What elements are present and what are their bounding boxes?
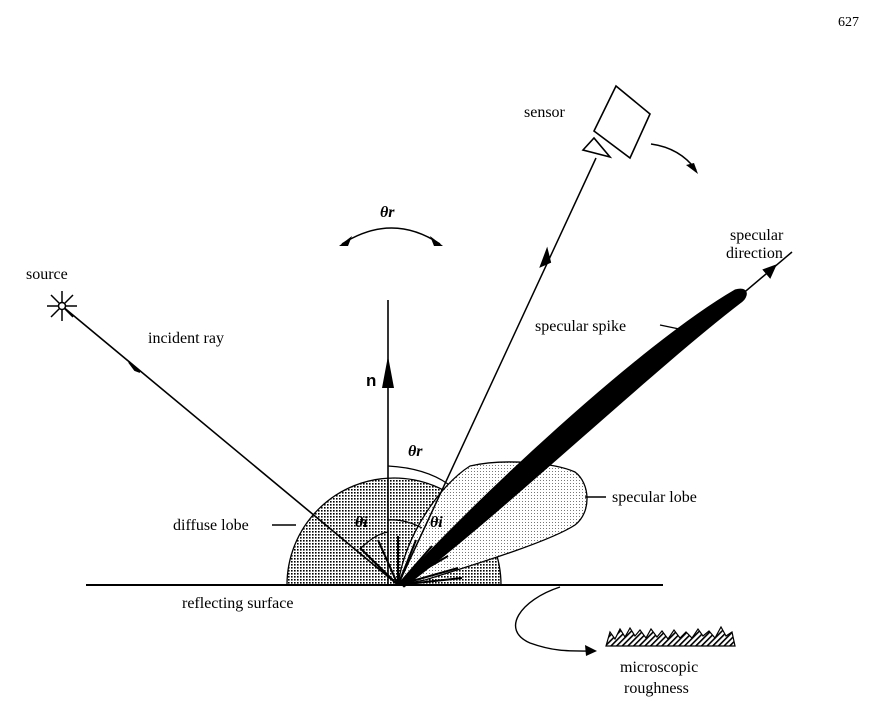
incident-ray-line [61,305,399,586]
theta-r-swing-arc [341,227,441,245]
page-number: 627 [838,15,859,30]
source-label: source [26,266,68,283]
theta-r-top-label: θr [380,204,395,221]
incident-ray-label: incident ray [148,330,224,347]
normal-arrowhead [382,356,394,388]
sensor-icon [581,84,651,160]
diffuse-lobe-label: diffuse lobe [173,517,249,534]
incident-ray-arrowhead [128,361,141,373]
theta-i-right-label: θi [430,514,443,531]
roughness-label: roughness [624,680,689,697]
theta-i-left-label: θi [355,514,368,531]
specular-spike-label: specular spike [535,318,626,335]
specular-lobe-label: specular lobe [612,489,697,506]
sensor-rotate-arrowhead [686,163,698,174]
microscopic-roughness-patch [605,625,736,647]
sensor-label: sensor [524,104,566,121]
sensor-ray-arrowhead [539,246,552,268]
theta-i-right-arc [387,519,423,529]
specular-spike-shape [399,288,747,588]
roughness-curved-arrow [514,586,593,652]
source-star-icon [47,291,77,321]
specular-direction-label-2: direction [726,245,783,262]
specular-spike-leader [659,324,685,331]
roughness-arrowhead [585,645,597,656]
specular-direction-label-1: specular [730,227,784,244]
sensor-ray-line [397,157,597,586]
theta-r-mid-arc [387,465,449,485]
specular-direction-arrowhead [762,264,777,279]
swing-right-arrowhead [430,236,443,246]
microscopic-label: microscopic [620,659,698,676]
reflecting-surface-label: reflecting surface [182,595,293,612]
swing-left-arrowhead [339,236,352,246]
normal-label: n [366,371,376,390]
theta-r-mid-label: θr [408,443,423,460]
theta-i-left-arc [359,531,389,550]
